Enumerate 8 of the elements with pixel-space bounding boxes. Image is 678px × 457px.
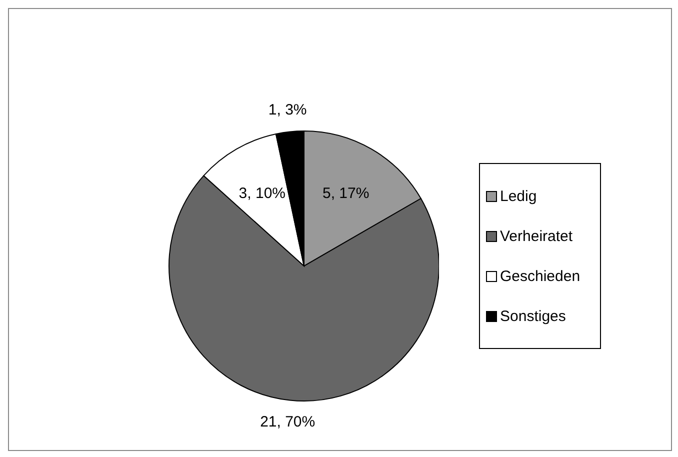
legend-label: Sonstiges bbox=[500, 308, 566, 324]
data-label: 3, 10% bbox=[238, 185, 286, 202]
data-label: 1, 3% bbox=[268, 101, 307, 118]
data-label: 5, 17% bbox=[322, 185, 370, 202]
legend-label: Verheiratet bbox=[500, 228, 573, 244]
data-label: 21, 70% bbox=[260, 414, 316, 431]
legend-label: Ledig bbox=[500, 188, 537, 204]
legend-label: Geschieden bbox=[500, 268, 580, 284]
